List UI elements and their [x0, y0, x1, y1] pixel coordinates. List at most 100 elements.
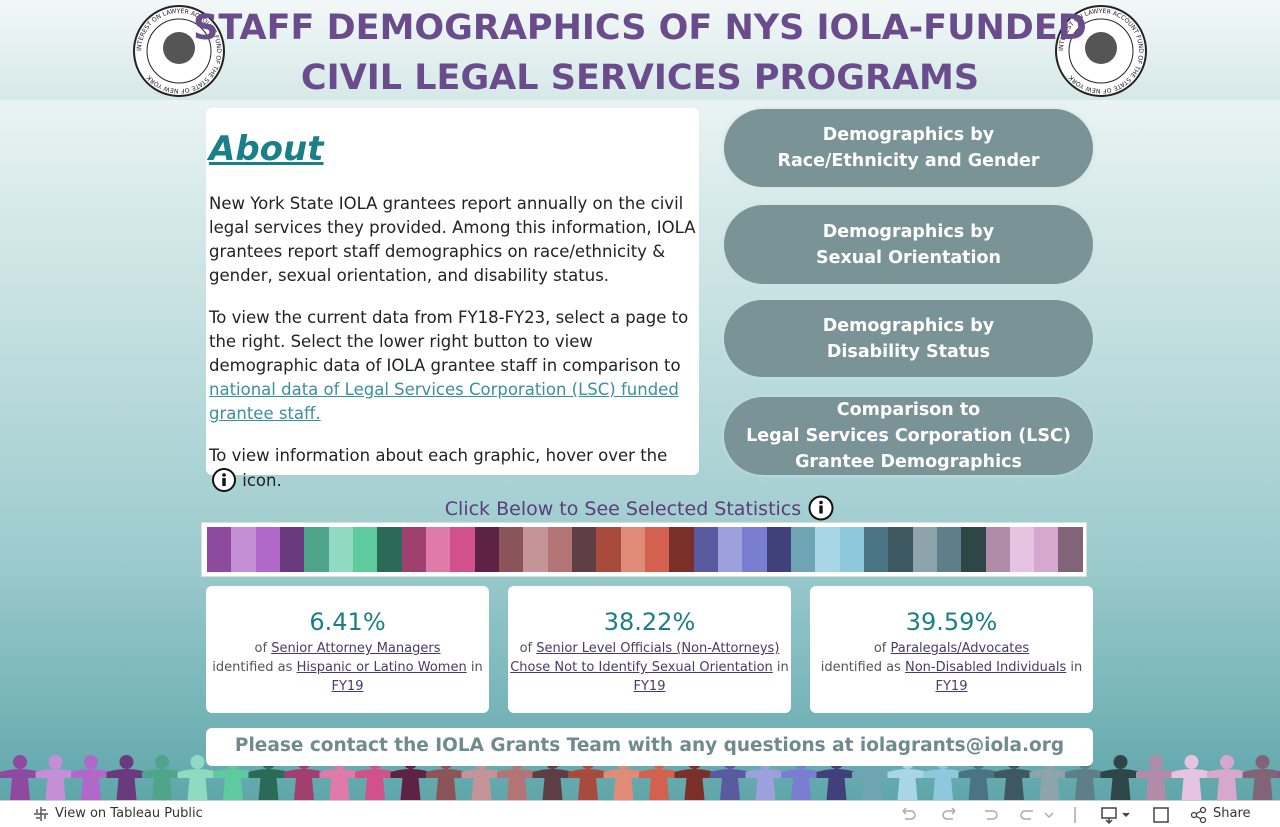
stat-line: FY19	[508, 677, 791, 696]
color-swatch[interactable]	[377, 527, 402, 572]
nav-button-label: Demographics by	[822, 315, 995, 336]
color-swatch[interactable]	[742, 527, 767, 572]
color-swatch[interactable]	[571, 527, 597, 572]
nav-button-label: Grantee Demographics	[795, 452, 1022, 472]
color-swatch[interactable]	[304, 527, 329, 572]
color-swatch[interactable]	[912, 527, 937, 572]
person	[1242, 755, 1280, 800]
person-body	[426, 769, 466, 800]
text: identified as	[820, 660, 901, 675]
person-head	[1220, 755, 1234, 769]
color-swatch[interactable]	[523, 527, 548, 572]
color-swatch[interactable]	[328, 527, 353, 572]
color-swatch[interactable]	[1009, 527, 1035, 572]
color-swatch[interactable]	[401, 527, 426, 572]
color-swatch[interactable]	[888, 527, 913, 572]
color-swatch[interactable]	[231, 527, 256, 572]
nav-button[interactable]: Demographics by Race/Ethnicity and Gender	[724, 109, 1093, 187]
color-swatch[interactable]	[498, 527, 524, 572]
color-swatch[interactable]	[1058, 527, 1083, 572]
staff-group: Paralegals/Advocates	[890, 641, 1030, 656]
nav-button[interactable]: Demographics by Disability Status	[724, 300, 1093, 377]
paragraph: New York State IOLA grantees report annu…	[209, 194, 696, 285]
color-swatch[interactable]	[450, 527, 475, 572]
person-body	[1171, 769, 1212, 800]
person-body	[284, 769, 324, 800]
info-icon[interactable]	[209, 468, 237, 492]
nav-button[interactable]: Demographics by Sexual Orientation	[724, 205, 1093, 284]
color-swatch[interactable]	[425, 527, 451, 572]
person-head	[84, 755, 98, 769]
color-swatch[interactable]	[620, 527, 645, 572]
stat-line: of Senior Attorney Managers	[206, 639, 489, 658]
person-body	[1100, 769, 1141, 800]
text: in	[1070, 660, 1083, 675]
share-button[interactable]: Share	[1213, 806, 1251, 821]
text: To view the current data from FY18-FY23,…	[209, 308, 689, 375]
color-swatch[interactable]	[1034, 527, 1059, 572]
color-swatch[interactable]	[255, 527, 280, 572]
fiscal-year: FY19	[331, 679, 364, 694]
title-line: STAFF DEMOGRAPHICS OF NYS IOLA-FUNDED	[193, 8, 1087, 48]
text: of	[519, 641, 533, 656]
stat-line: FY19	[810, 677, 1093, 696]
color-swatch[interactable]	[717, 527, 743, 572]
text: icon.	[242, 471, 282, 490]
color-swatch[interactable]	[839, 527, 864, 572]
color-swatch[interactable]	[936, 527, 962, 572]
person	[71, 755, 111, 800]
person-body	[0, 769, 40, 800]
color-swatch[interactable]	[207, 527, 232, 572]
nav-button-label: Legal Services Corporation (LSC)	[746, 426, 1071, 446]
nav-button[interactable]: Comparison to Legal Services Corporation …	[724, 397, 1093, 475]
person-body	[106, 769, 147, 800]
person-head	[1113, 755, 1128, 769]
person-body	[177, 769, 218, 800]
color-swatch[interactable]	[279, 527, 305, 572]
color-swatch[interactable]	[766, 527, 791, 572]
staff-group: Senior Level Officials (Non-Attorneys)	[536, 641, 780, 656]
demographic: Hispanic or Latino Women	[296, 660, 467, 675]
color-swatch[interactable]	[790, 527, 816, 572]
person-body	[1207, 769, 1247, 800]
color-swatch[interactable]	[961, 527, 986, 572]
person-body	[461, 769, 502, 800]
color-swatch[interactable]	[863, 527, 889, 572]
stat-card: 38.22% of Senior Level Officials (Non-Att…	[508, 586, 791, 713]
color-swatch[interactable]	[474, 527, 499, 572]
lsc-link[interactable]: national data of Legal Services Corporat…	[209, 380, 679, 423]
fiscal-year: FY19	[633, 679, 666, 694]
color-swatch[interactable]	[547, 527, 572, 572]
stat-line: Chose Not to Identify Sexual Orientation…	[508, 658, 791, 677]
color-swatch[interactable]	[644, 527, 670, 572]
tableau-icon	[34, 807, 48, 821]
person-body	[1029, 769, 1070, 800]
color-swatch[interactable]	[985, 527, 1010, 572]
person	[1207, 755, 1247, 800]
text: in	[470, 660, 483, 675]
color-swatch[interactable]	[815, 527, 840, 572]
text: of	[254, 641, 268, 656]
view-link[interactable]: View on Tableau Public	[55, 806, 203, 821]
person	[35, 755, 76, 800]
person-body	[710, 769, 750, 800]
color-swatch[interactable]	[669, 527, 694, 572]
info-icon[interactable]	[807, 494, 835, 522]
person-body	[603, 769, 644, 800]
color-swatch[interactable]	[693, 527, 718, 572]
text: of	[873, 641, 887, 656]
color-selector	[201, 522, 1087, 577]
person-body	[568, 769, 608, 800]
person-head	[1184, 755, 1199, 769]
nav-button-label: Race/Ethnicity and Gender	[777, 151, 1040, 171]
person-head	[1255, 755, 1270, 769]
share-icon[interactable]	[1190, 806, 1208, 824]
person-body	[532, 769, 573, 800]
color-swatch[interactable]	[596, 527, 621, 572]
person	[106, 755, 147, 800]
stat-value: 39.59%	[905, 608, 998, 636]
stat-line: of Senior Level Officials (Non-Attorneys…	[508, 639, 791, 658]
nav-button-label: Disability Status	[826, 341, 991, 362]
color-swatch[interactable]	[352, 527, 378, 572]
